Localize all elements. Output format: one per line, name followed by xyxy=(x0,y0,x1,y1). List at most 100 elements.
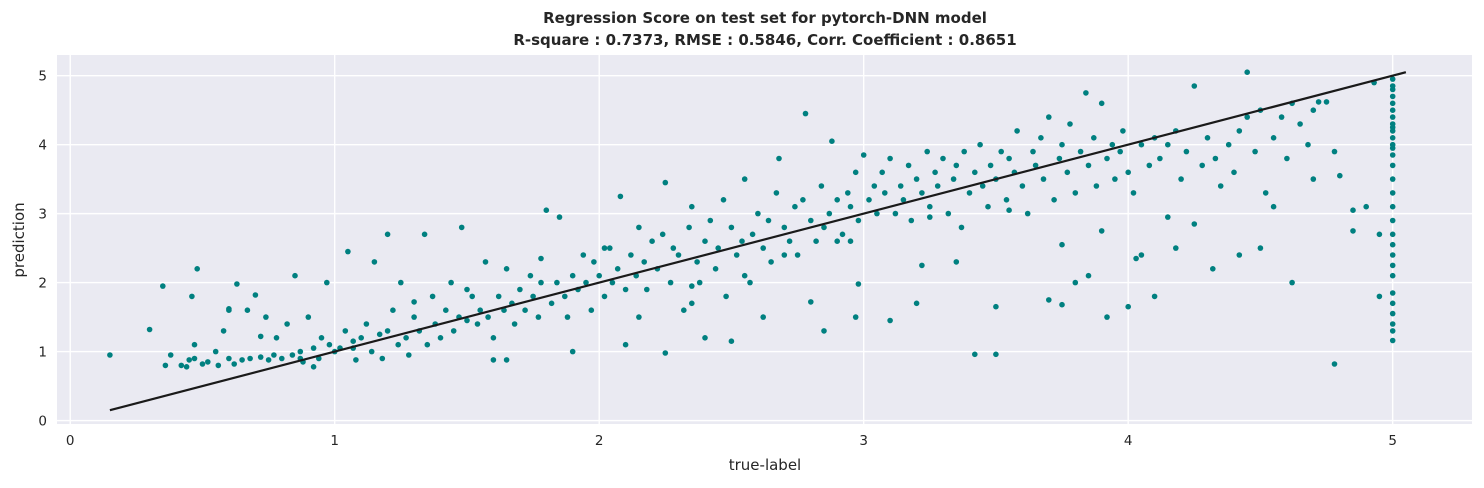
data-point xyxy=(538,255,544,262)
data-point xyxy=(829,138,835,144)
data-point xyxy=(641,259,647,265)
data-point xyxy=(1006,155,1012,162)
data-point xyxy=(543,207,550,213)
data-point xyxy=(773,190,780,196)
data-point xyxy=(1212,155,1219,162)
data-point xyxy=(146,326,153,333)
data-point xyxy=(1270,135,1277,141)
data-point xyxy=(1331,148,1338,155)
data-point xyxy=(1337,172,1343,179)
data-point xyxy=(1310,176,1317,182)
data-point xyxy=(908,217,915,224)
data-point xyxy=(1389,241,1396,248)
data-point xyxy=(1093,183,1100,189)
data-point xyxy=(310,345,317,351)
data-point xyxy=(1262,190,1269,196)
data-point xyxy=(715,245,721,251)
data-point xyxy=(554,279,560,286)
data-point xyxy=(1032,162,1039,169)
y-tick-label: 0 xyxy=(38,414,47,430)
data-point xyxy=(1389,252,1396,258)
data-point xyxy=(712,266,719,272)
data-point xyxy=(707,217,714,224)
data-point xyxy=(871,183,878,189)
data-point xyxy=(741,176,748,182)
data-point xyxy=(1178,176,1184,182)
x-tick-label: 3 xyxy=(859,433,868,449)
data-point xyxy=(1019,183,1026,189)
data-point xyxy=(781,252,788,258)
data-point xyxy=(257,333,264,340)
data-point xyxy=(1270,203,1277,210)
data-point xyxy=(252,292,259,298)
data-point xyxy=(972,351,978,358)
data-point xyxy=(368,348,375,355)
data-point xyxy=(1024,210,1031,217)
data-point xyxy=(1210,266,1216,272)
data-point xyxy=(768,259,774,265)
data-point xyxy=(689,283,695,289)
data-point xyxy=(1104,155,1110,162)
data-point xyxy=(919,190,925,196)
data-point xyxy=(1091,135,1097,141)
data-point xyxy=(776,155,782,162)
data-point xyxy=(384,231,391,238)
data-point xyxy=(1059,241,1065,248)
data-point xyxy=(469,293,476,300)
data-point xyxy=(244,307,251,314)
data-point xyxy=(659,231,666,238)
data-point xyxy=(1072,190,1079,196)
data-point xyxy=(934,183,941,189)
data-point xyxy=(376,331,383,338)
data-point xyxy=(191,341,198,348)
data-point xyxy=(1199,162,1205,169)
data-point xyxy=(437,335,444,341)
data-point xyxy=(1151,293,1158,300)
data-point xyxy=(212,348,219,355)
data-point xyxy=(900,197,907,203)
data-point xyxy=(821,224,827,231)
data-point xyxy=(1236,252,1243,258)
data-point xyxy=(649,238,655,244)
data-point xyxy=(1040,176,1047,182)
data-point xyxy=(591,259,597,265)
data-point xyxy=(723,293,729,300)
data-point xyxy=(1125,169,1131,176)
data-point xyxy=(892,210,899,217)
data-point xyxy=(1363,203,1369,210)
data-point xyxy=(1225,141,1232,148)
data-point xyxy=(882,190,888,196)
data-point xyxy=(1389,290,1396,296)
data-point xyxy=(1350,207,1356,213)
data-point xyxy=(852,169,859,176)
data-point xyxy=(1389,145,1396,151)
data-point xyxy=(384,328,391,334)
data-point xyxy=(696,279,703,286)
data-point xyxy=(998,148,1004,155)
data-point xyxy=(1051,197,1057,203)
data-point xyxy=(1064,169,1071,176)
data-point xyxy=(1138,252,1145,258)
data-point xyxy=(569,272,576,279)
data-point xyxy=(644,286,650,293)
data-point xyxy=(1389,272,1396,279)
data-point xyxy=(1085,162,1092,169)
data-point xyxy=(448,279,454,286)
data-point xyxy=(1350,228,1356,234)
data-point xyxy=(702,335,708,341)
data-point xyxy=(194,266,200,272)
data-point xyxy=(495,293,502,300)
data-point xyxy=(205,359,211,365)
data-point xyxy=(263,314,269,320)
data-point xyxy=(424,341,431,348)
data-point xyxy=(1305,141,1311,148)
data-point xyxy=(1231,169,1237,176)
data-point xyxy=(694,259,700,265)
data-point xyxy=(813,238,819,244)
data-point xyxy=(1165,141,1171,148)
data-point xyxy=(580,252,587,258)
data-point xyxy=(1389,93,1396,100)
data-point xyxy=(1389,176,1396,182)
data-point xyxy=(1217,183,1224,189)
scatter-points xyxy=(107,69,1396,370)
